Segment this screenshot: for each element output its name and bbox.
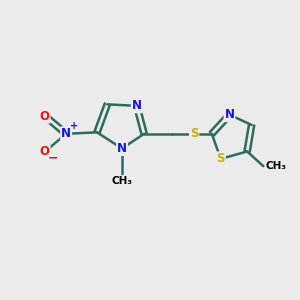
Text: O: O xyxy=(40,145,50,158)
Text: S: S xyxy=(216,152,225,165)
Text: O: O xyxy=(40,110,50,123)
Text: N: N xyxy=(61,127,71,140)
Text: N: N xyxy=(132,99,142,112)
Text: CH₃: CH₃ xyxy=(266,161,287,171)
Text: S: S xyxy=(190,127,198,140)
Text: N: N xyxy=(224,108,235,121)
Text: CH₃: CH₃ xyxy=(112,176,133,186)
Text: +: + xyxy=(70,121,78,130)
Text: −: − xyxy=(48,152,59,165)
Text: N: N xyxy=(117,142,127,155)
